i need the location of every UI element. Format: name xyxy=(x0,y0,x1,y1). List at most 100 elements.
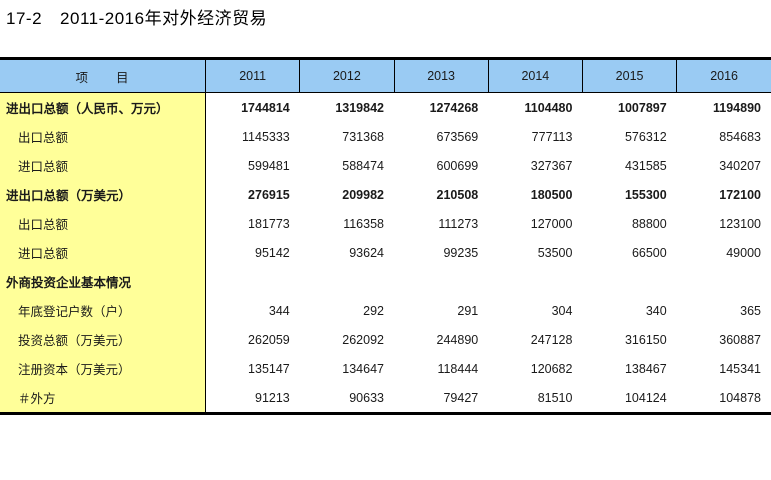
cell-y2013: 99235 xyxy=(394,238,489,267)
cell-y2012: 731368 xyxy=(299,122,394,151)
table-row: 进口总额 599481 588474 600699 327367 431585 340207 xyxy=(0,151,771,180)
table-row: 外商投资企业基本情况 xyxy=(0,267,771,296)
column-header-2016: 2016 xyxy=(676,57,771,93)
table-row: 进出口总额（万美元） 276915 209982 210508 180500 155300… xyxy=(0,180,771,209)
cell-y2015 xyxy=(582,267,677,296)
page-title-number: 17-2 xyxy=(6,9,43,28)
row-label: ＃外方 xyxy=(0,383,207,415)
table-row: 出口总额 1145333 731368 673569 777113 576312 85468… xyxy=(0,122,771,151)
cell-y2014: 304 xyxy=(488,296,583,325)
column-header-2013: 2013 xyxy=(393,57,489,93)
row-label: 出口总额 xyxy=(0,209,207,238)
cell-y2013: 291 xyxy=(394,296,489,325)
row-label: 出口总额 xyxy=(0,122,207,151)
table-row: 进出口总额（人民币、万元） 1744814 1319842 1274268 110448… xyxy=(0,92,771,122)
row-label: 进出口总额（万美元） xyxy=(0,180,207,209)
row-label: 年底登记户数（户） xyxy=(0,296,207,325)
cell-y2012 xyxy=(299,267,394,296)
table-row: 出口总额 181773 116358 111273 127000 88800 123100 xyxy=(0,209,771,238)
row-label: 投资总额（万美元） xyxy=(0,325,207,354)
column-header-2015: 2015 xyxy=(581,57,677,93)
cell-y2014 xyxy=(488,267,583,296)
cell-y2011: 1744814 xyxy=(205,92,300,122)
cell-y2015: 155300 xyxy=(582,180,677,209)
cell-y2013: 244890 xyxy=(394,325,489,354)
column-header-2014: 2014 xyxy=(487,57,583,93)
table-row: 注册资本（万美元） 135147 134647 118444 120682 138467 1… xyxy=(0,354,771,383)
column-header-item: 项 目 xyxy=(0,57,206,93)
cell-y2016: 854683 xyxy=(676,122,771,151)
cell-y2013: 111273 xyxy=(394,209,489,238)
cell-y2016: 365 xyxy=(676,296,771,325)
cell-y2016: 104878 xyxy=(676,383,771,415)
cell-y2011: 599481 xyxy=(205,151,300,180)
cell-y2012: 134647 xyxy=(299,354,394,383)
row-label: 外商投资企业基本情况 xyxy=(0,267,207,296)
cell-y2016: 49000 xyxy=(676,238,771,267)
cell-y2015: 1007897 xyxy=(582,92,677,122)
cell-y2013: 600699 xyxy=(394,151,489,180)
cell-y2011: 91213 xyxy=(205,383,300,415)
cell-y2015: 66500 xyxy=(582,238,677,267)
page-title: 17-2 2011-2016年对外经济贸易 xyxy=(6,8,267,30)
cell-y2014: 127000 xyxy=(488,209,583,238)
cell-y2016: 340207 xyxy=(676,151,771,180)
cell-y2015: 340 xyxy=(582,296,677,325)
row-label: 进出口总额（人民币、万元） xyxy=(0,92,207,122)
cell-y2016: 360887 xyxy=(676,325,771,354)
cell-y2014: 81510 xyxy=(488,383,583,415)
cell-y2016: 172100 xyxy=(676,180,771,209)
cell-y2016: 123100 xyxy=(676,209,771,238)
cell-y2014: 327367 xyxy=(488,151,583,180)
cell-y2015: 104124 xyxy=(582,383,677,415)
cell-y2014: 1104480 xyxy=(488,92,583,122)
cell-y2015: 576312 xyxy=(582,122,677,151)
row-label: 注册资本（万美元） xyxy=(0,354,207,383)
cell-y2014: 120682 xyxy=(488,354,583,383)
cell-y2011 xyxy=(205,267,300,296)
column-header-2012: 2012 xyxy=(299,57,394,93)
cell-y2011: 181773 xyxy=(205,209,300,238)
cell-y2013: 79427 xyxy=(394,383,489,415)
cell-y2016: 1194890 xyxy=(676,92,771,122)
cell-y2015: 138467 xyxy=(582,354,677,383)
cell-y2012: 292 xyxy=(299,296,394,325)
cell-y2012: 1319842 xyxy=(299,92,394,122)
cell-y2014: 247128 xyxy=(488,325,583,354)
table-body: 进出口总额（人民币、万元） 1744814 1319842 1274268 110448… xyxy=(0,92,771,415)
cell-y2012: 588474 xyxy=(299,151,394,180)
cell-y2015: 88800 xyxy=(582,209,677,238)
cell-y2011: 262059 xyxy=(205,325,300,354)
cell-y2012: 90633 xyxy=(299,383,394,415)
row-label: 进口总额 xyxy=(0,238,207,267)
table-row: ＃外方 91213 90633 79427 81510 104124 104878 xyxy=(0,383,771,415)
cell-y2016: 145341 xyxy=(676,354,771,383)
cell-y2011: 276915 xyxy=(205,180,300,209)
cell-y2013: 118444 xyxy=(394,354,489,383)
table-header: 项 目 2011 2012 2013 2014 2015 2016 xyxy=(0,57,771,93)
row-label: 进口总额 xyxy=(0,151,207,180)
cell-y2013: 1274268 xyxy=(394,92,489,122)
foreign-trade-table: 项 目 2011 2012 2013 2014 2015 2016 进出口总额（… xyxy=(0,57,771,415)
cell-y2014: 180500 xyxy=(488,180,583,209)
column-header-2011: 2011 xyxy=(205,57,300,93)
cell-y2012: 93624 xyxy=(299,238,394,267)
cell-y2011: 344 xyxy=(205,296,300,325)
cell-y2013: 210508 xyxy=(394,180,489,209)
cell-y2011: 95142 xyxy=(205,238,300,267)
table-row: 进口总额 95142 93624 99235 53500 66500 49000 xyxy=(0,238,771,267)
cell-y2015: 431585 xyxy=(582,151,677,180)
cell-y2013: 673569 xyxy=(394,122,489,151)
cell-y2013 xyxy=(394,267,489,296)
table-header-row: 项 目 2011 2012 2013 2014 2015 2016 xyxy=(0,57,771,93)
cell-y2012: 262092 xyxy=(299,325,394,354)
cell-y2012: 209982 xyxy=(299,180,394,209)
page-title-text: 2011-2016年对外经济贸易 xyxy=(60,9,268,28)
cell-y2011: 1145333 xyxy=(205,122,300,151)
cell-y2014: 777113 xyxy=(488,122,583,151)
cell-y2012: 116358 xyxy=(299,209,394,238)
cell-y2016 xyxy=(676,267,771,296)
cell-y2014: 53500 xyxy=(488,238,583,267)
cell-y2015: 316150 xyxy=(582,325,677,354)
table-row: 年底登记户数（户） 344 292 291 304 340 365 xyxy=(0,296,771,325)
